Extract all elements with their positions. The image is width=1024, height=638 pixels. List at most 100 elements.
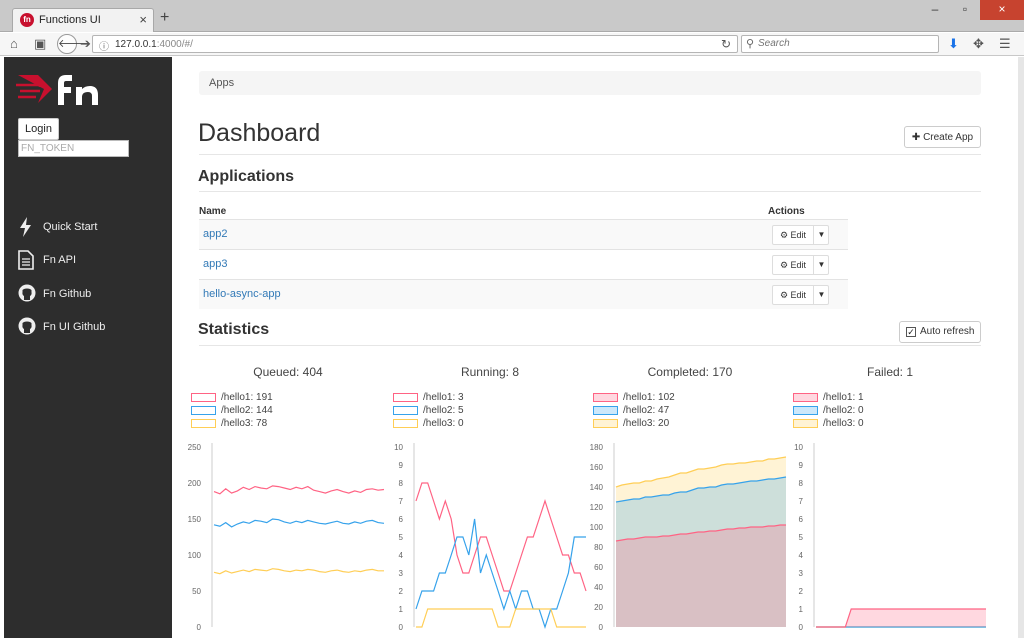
chart-running: Running: 8/hello1: 3/hello2: 5/hello3: 0… (390, 365, 590, 635)
series-line-hello2 (213, 518, 385, 528)
edit-dropdown-toggle[interactable]: ▼ (813, 226, 829, 244)
breadcrumb: Apps (199, 71, 981, 95)
y-tick-label: 2 (799, 587, 804, 596)
y-tick-label: 1 (399, 605, 404, 614)
url-text: 127.0.0.1:4000/#/ (115, 39, 193, 50)
sidebar-item-label: Fn UI Github (43, 321, 106, 333)
series-line-hello3 (615, 456, 787, 488)
main-content: Apps Dashboard ✚ Create App Applications… (172, 57, 1018, 638)
legend-swatch (191, 406, 216, 415)
legend-label: /hello3: 78 (221, 418, 268, 429)
app-link[interactable]: hello-async-app (203, 288, 281, 300)
url-bar[interactable]: ⓘ 127.0.0.1:4000/#/ ↻ (92, 35, 738, 53)
gear-icon: ⚙ (779, 260, 789, 270)
login-button[interactable]: Login (18, 118, 59, 140)
y-tick-label: 80 (594, 543, 603, 552)
legend-label: /hello2: 47 (623, 405, 670, 416)
statistics-heading: Statistics (198, 321, 270, 338)
page-scrollbar[interactable] (1018, 57, 1024, 638)
legend-swatch (793, 406, 818, 415)
chart-title: Completed: 170 (647, 365, 733, 379)
tab-close-icon[interactable]: × (139, 12, 147, 27)
series-line-hello1 (816, 608, 986, 628)
y-tick-label: 60 (594, 563, 603, 572)
window-close-icon[interactable]: × (980, 0, 1024, 20)
y-tick-label: 200 (188, 479, 202, 488)
legend-swatch (393, 419, 418, 428)
reload-icon[interactable]: ↻ (720, 37, 731, 51)
home-icon[interactable]: ⌂ (10, 36, 18, 51)
browser-tab[interactable]: fn Functions UI × (12, 8, 154, 32)
fn-token-input[interactable] (18, 140, 129, 157)
edit-button[interactable]: ⚙ Edit (779, 260, 807, 270)
legend-swatch (793, 419, 818, 428)
sidebar-toggle-icon[interactable]: ▣ (34, 36, 47, 51)
y-tick-label: 150 (188, 515, 202, 524)
create-app-button[interactable]: ✚ Create App (904, 126, 981, 148)
github-icon (18, 284, 36, 302)
y-tick-label: 100 (590, 523, 604, 532)
legend-label: /hello1: 1 (823, 392, 864, 403)
y-tick-label: 9 (399, 461, 404, 470)
y-tick-label: 120 (590, 503, 604, 512)
y-tick-label: 5 (799, 533, 804, 542)
chart-title: Failed: 1 (866, 365, 914, 379)
sidebar-item-fn-github[interactable]: Fn Github (18, 284, 168, 306)
auto-refresh-checkbox[interactable]: ✓ (906, 327, 916, 337)
y-tick-label: 50 (192, 587, 201, 596)
table-row: app3 ⚙ Edit ▼ (199, 249, 848, 279)
y-tick-label: 180 (590, 443, 604, 452)
series-line-hello2 (415, 518, 586, 629)
divider (199, 191, 981, 192)
chart-title: Running: 8 (460, 365, 520, 379)
download-icon[interactable]: ⬇ (948, 36, 959, 51)
search-bar[interactable]: ⚲ (741, 35, 939, 53)
sidebar-item-quick-start[interactable]: Quick Start (18, 217, 168, 239)
back-icon[interactable]: 🡐 (57, 34, 88, 54)
browser-tab-bar: fn Functions UI × + – ▫ × (0, 0, 1024, 32)
app-link[interactable]: app2 (203, 228, 228, 240)
app-link[interactable]: app3 (203, 258, 228, 270)
new-tab-icon[interactable]: + (160, 9, 170, 26)
divider (199, 345, 981, 346)
edit-dropdown-toggle[interactable]: ▼ (813, 256, 829, 274)
y-tick-label: 6 (799, 515, 804, 524)
breadcrumb-item-apps[interactable]: Apps (209, 77, 235, 89)
legend-swatch (593, 419, 618, 428)
edit-button[interactable]: ⚙ Edit (779, 290, 807, 300)
github-icon (18, 317, 36, 335)
legend-label: /hello2: 0 (823, 405, 864, 416)
y-tick-label: 6 (399, 515, 404, 524)
y-tick-label: 2 (399, 587, 404, 596)
legend-label: /hello3: 0 (423, 418, 464, 429)
series-line-hello1 (213, 485, 385, 495)
series-area-hello1 (616, 525, 786, 627)
extension-icon[interactable]: ✥ (973, 36, 984, 51)
sidebar-item-fn-ui-github[interactable]: Fn UI Github (18, 317, 168, 339)
sidebar-item-label: Fn API (43, 254, 77, 266)
legend-label: /hello1: 102 (623, 392, 675, 403)
menu-icon[interactable]: ☰ (999, 36, 1011, 51)
y-tick-label: 0 (399, 623, 404, 631)
search-input[interactable] (758, 38, 928, 49)
sidebar-item-fn-api[interactable]: Fn API (18, 250, 168, 272)
legend-swatch (593, 406, 618, 415)
y-tick-label: 140 (590, 483, 604, 492)
edit-button[interactable]: ⚙ Edit (779, 230, 807, 240)
legend-swatch (191, 419, 216, 428)
series-line-hello3 (213, 568, 384, 575)
legend-swatch (393, 393, 418, 402)
maximize-icon[interactable]: ▫ (962, 2, 968, 16)
legend-swatch (593, 393, 618, 402)
site-info-icon[interactable]: ⓘ (99, 42, 109, 53)
y-tick-label: 4 (799, 551, 804, 560)
auto-refresh-toggle[interactable]: ✓ Auto refresh (899, 321, 981, 343)
edit-dropdown-toggle[interactable]: ▼ (813, 286, 829, 304)
forward-icon[interactable]: ➔ (80, 36, 91, 51)
create-app-label: Create App (923, 131, 974, 143)
sidebar-item-label: Quick Start (43, 221, 98, 233)
minimize-icon[interactable]: – (931, 2, 939, 16)
page-title: Dashboard (198, 119, 321, 147)
chart-completed: Completed: 170/hello1: 102/hello2: 47/he… (590, 365, 790, 635)
series-line-hello3 (416, 608, 586, 628)
